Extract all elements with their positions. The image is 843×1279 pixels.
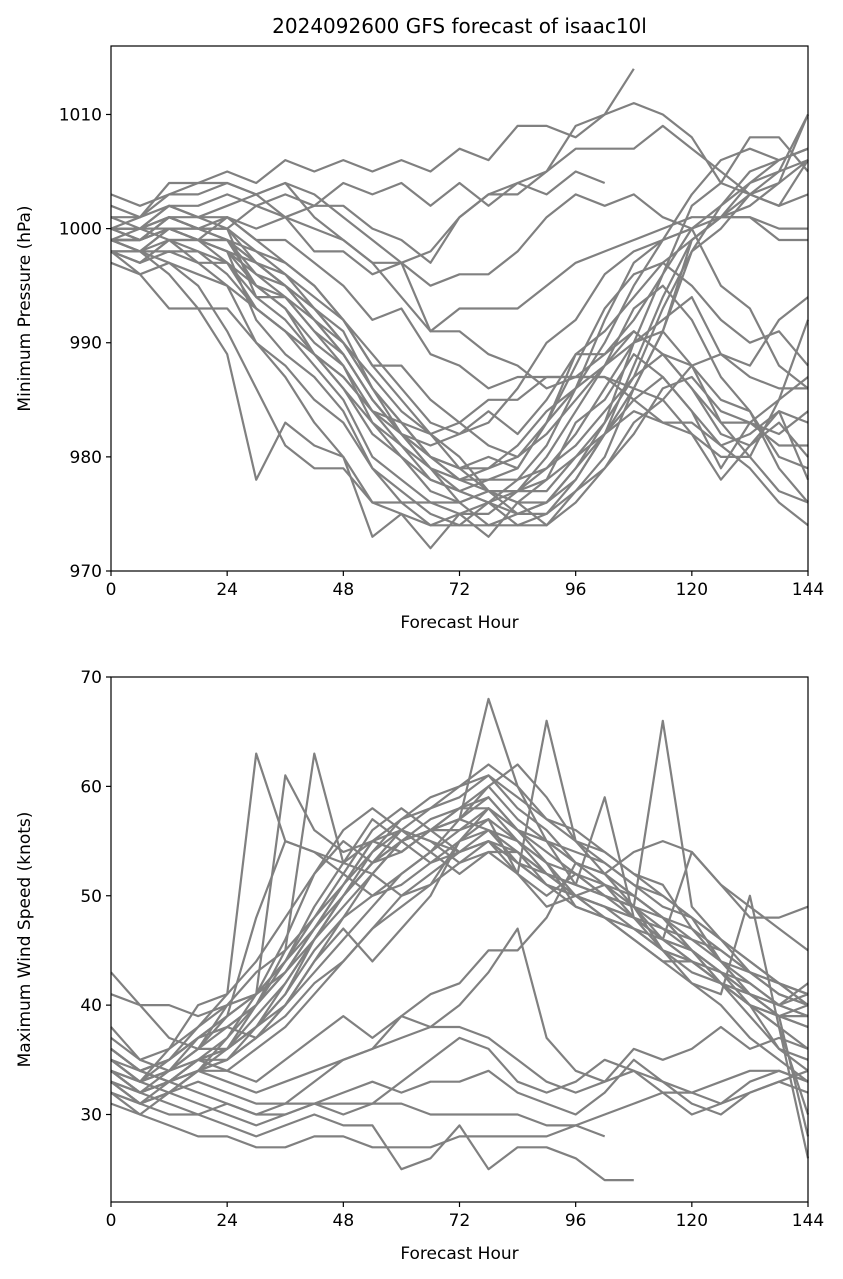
pressure-series-10 <box>111 216 809 481</box>
pressure-series-4 <box>110 170 606 230</box>
pressure-series-18 <box>110 238 809 504</box>
wind-series-29 <box>110 839 810 1137</box>
pressure-series-3 <box>111 124 809 264</box>
pressure-series-13 <box>110 227 809 516</box>
pressure-x-axis-title: Forecast Hour <box>400 613 518 633</box>
wind-series-layer <box>110 697 810 1182</box>
wind-series-30 <box>110 839 810 1115</box>
wind-y-tick-label: 70 <box>80 668 102 688</box>
wind-series-26 <box>110 719 809 1072</box>
wind-series-27 <box>110 807 809 1072</box>
pressure-chart: 0 24 48 72 96 120 144 970 980 990 1000 1010 Forecas… <box>15 45 824 633</box>
pressure-series-26 <box>111 204 808 504</box>
pressure-series-16 <box>110 238 809 527</box>
wind-series-28 <box>110 818 810 1159</box>
pressure-ticks-layer: 0 24 48 72 96 120 144 970 980 990 1000 1010 <box>59 105 824 600</box>
wind-series-12 <box>110 828 809 1083</box>
pressure-series-layer <box>110 68 810 550</box>
wind-series-20 <box>110 697 809 1018</box>
wind-series-5 <box>110 1025 809 1116</box>
wind-x-tick-label: 144 <box>792 1211 824 1231</box>
wind-x-tick-label: 120 <box>676 1211 708 1231</box>
wind-series-7 <box>110 927 809 1094</box>
wind-series-4 <box>110 1058 809 1127</box>
pressure-x-tick-label: 72 <box>449 580 471 600</box>
wind-x-tick-label: 96 <box>565 1211 587 1231</box>
wind-x-tick-label: 48 <box>333 1211 355 1231</box>
wind-y-tick-label: 30 <box>80 1106 102 1126</box>
pressure-x-tick-label: 96 <box>565 580 587 600</box>
wind-ticks-layer: 0 24 48 72 96 120 144 30 40 50 60 70 <box>80 668 824 1231</box>
pressure-series-11 <box>111 216 808 504</box>
wind-plot-frame <box>110 676 809 1203</box>
wind-series-9 <box>110 818 809 1083</box>
pressure-series-17 <box>110 250 809 550</box>
pressure-x-tick-label: 0 <box>106 580 117 600</box>
pressure-series-27 <box>110 227 808 481</box>
pressure-x-tick-label: 144 <box>792 580 824 600</box>
pressure-y-tick-label: 970 <box>70 562 102 582</box>
pressure-series-14 <box>110 261 809 527</box>
wind-x-axis-title: Forecast Hour <box>400 1244 518 1264</box>
pressure-series-29 <box>110 250 809 481</box>
wind-series-17 <box>110 763 809 1094</box>
wind-x-tick-label: 72 <box>449 1211 471 1231</box>
wind-series-2 <box>110 1091 606 1149</box>
wind-y-tick-label: 60 <box>80 777 102 797</box>
pressure-y-tick-label: 990 <box>70 334 102 354</box>
chart-title: 2024092600 GFS forecast of isaac10l <box>272 14 647 38</box>
wind-series-23 <box>110 763 809 1094</box>
wind-series-24 <box>110 774 809 1083</box>
pressure-y-tick-label: 980 <box>70 448 102 468</box>
wind-y-axis-title: Maximum Wind Speed (knots) <box>15 812 35 1068</box>
wind-series-1 <box>110 1080 634 1182</box>
wind-y-tick-label: 40 <box>80 996 102 1016</box>
pressure-series-30 <box>111 227 693 436</box>
pressure-series-7 <box>110 181 809 447</box>
wind-series-6 <box>110 1036 809 1116</box>
pressure-y-tick-label: 1010 <box>59 105 102 125</box>
pressure-x-tick-label: 24 <box>216 580 238 600</box>
wind-x-tick-label: 24 <box>216 1211 238 1231</box>
pressure-y-tick-label: 1000 <box>59 220 102 240</box>
pressure-series-8 <box>110 216 810 481</box>
pressure-x-tick-label: 48 <box>333 580 355 600</box>
wind-y-tick-label: 50 <box>80 887 102 907</box>
pressure-x-tick-label: 120 <box>676 580 708 600</box>
pressure-y-axis-title: Minimum Pressure (hPa) <box>15 205 35 411</box>
wind-x-tick-label: 0 <box>106 1211 117 1231</box>
